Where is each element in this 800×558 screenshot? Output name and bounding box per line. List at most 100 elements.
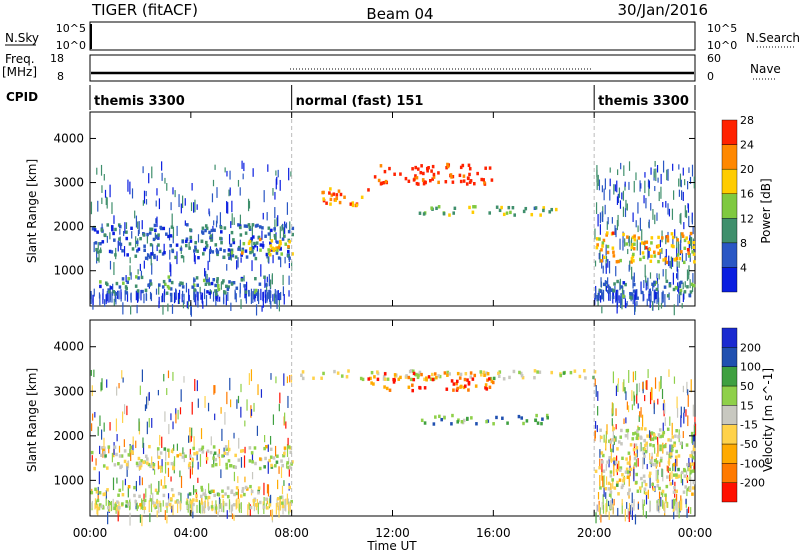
data-cell: [207, 260, 209, 271]
data-cell: [274, 236, 277, 240]
data-cell: [204, 228, 207, 233]
data-cell: [270, 494, 272, 504]
data-cell: [276, 454, 279, 458]
data-cell: [179, 407, 182, 415]
data-cell: [115, 281, 119, 286]
data-cell: [166, 284, 170, 289]
data-cell: [631, 266, 633, 280]
data-cell: [377, 178, 381, 183]
data-cell: [273, 293, 275, 304]
data-cell: [681, 303, 683, 309]
data-cell: [694, 425, 696, 434]
data-cell: [150, 227, 154, 232]
data-cell: [153, 223, 157, 228]
data-cell: [265, 497, 268, 501]
data-cell: [468, 180, 472, 184]
data-cell: [223, 451, 227, 455]
data-cell: [673, 304, 675, 316]
data-cell: [191, 458, 195, 462]
data-cell: [277, 169, 279, 178]
data-cell: [602, 238, 606, 243]
data-cell: [156, 500, 158, 509]
data-cell: [283, 451, 286, 456]
data-cell: [156, 188, 158, 196]
data-cell: [118, 290, 120, 300]
data-cell: [677, 294, 679, 307]
data-cell: [620, 442, 623, 446]
data-cell: [603, 475, 605, 488]
data-cell: [329, 197, 333, 202]
colorbar-tick-label: 4: [740, 261, 747, 274]
data-cell: [212, 489, 215, 493]
data-cell: [155, 218, 157, 224]
data-cell: [270, 509, 272, 517]
data-cell: [612, 289, 616, 293]
data-cell: [542, 208, 545, 213]
data-cell: [660, 491, 664, 496]
data-cell: [231, 213, 233, 225]
data-cell: [123, 246, 126, 257]
data-cell: [275, 376, 277, 384]
data-cell: [124, 222, 126, 234]
data-cell: [127, 502, 130, 506]
data-cell: [238, 503, 241, 513]
data-cell: [656, 453, 659, 457]
data-cell: [276, 240, 279, 244]
data-cell: [125, 291, 129, 295]
data-cell: [254, 288, 258, 293]
data-cell: [662, 422, 664, 433]
data-cell: [659, 444, 662, 448]
data-cell: [637, 202, 639, 214]
data-cell: [240, 457, 243, 468]
data-cell: [239, 494, 243, 498]
data-cell: [671, 444, 675, 449]
data-cell: [647, 489, 649, 499]
data-cell: [181, 281, 184, 286]
nsky-tick-top: 10^5: [56, 22, 86, 35]
data-cell: [244, 290, 248, 294]
data-cell: [93, 288, 95, 297]
data-cell: [653, 458, 657, 463]
data-cell: [397, 377, 401, 381]
data-cell: [194, 199, 196, 213]
data-cell: [660, 456, 663, 461]
data-cell: [639, 217, 641, 231]
data-cell: [407, 375, 411, 380]
data-cell: [143, 493, 145, 501]
data-cell: [677, 241, 680, 254]
data-cell: [425, 166, 429, 171]
data-cell: [637, 403, 639, 409]
data-cell: [262, 299, 264, 308]
data-cell: [171, 213, 173, 226]
data-cell: [221, 494, 225, 499]
data-cell: [636, 289, 638, 298]
data-cell: [232, 465, 236, 469]
data-cell: [644, 449, 648, 454]
data-cell: [225, 294, 227, 306]
data-cell: [351, 201, 355, 205]
data-cell: [668, 255, 670, 267]
data-cell: [382, 375, 386, 379]
data-cell: [220, 502, 223, 512]
data-cell: [672, 244, 675, 249]
data-cell: [668, 208, 671, 217]
data-cell: [118, 237, 121, 241]
data-cell: [685, 477, 689, 481]
data-cell: [685, 210, 688, 219]
data-cell: [670, 256, 672, 270]
data-cell: [598, 466, 601, 470]
data-cell: [112, 231, 115, 236]
data-cell: [644, 482, 648, 487]
data-cell: [139, 503, 142, 507]
data-cell: [243, 492, 246, 497]
data-cell: [129, 512, 131, 526]
nsky-tick-bottom: 10^0: [56, 39, 86, 52]
data-cell: [255, 241, 259, 245]
data-cell: [680, 250, 683, 254]
data-cell: [126, 292, 129, 302]
data-cell: [163, 243, 165, 253]
data-cell: [676, 253, 680, 257]
data-cell: [189, 427, 191, 436]
data-cell: [614, 285, 616, 293]
data-cell: [647, 277, 649, 290]
